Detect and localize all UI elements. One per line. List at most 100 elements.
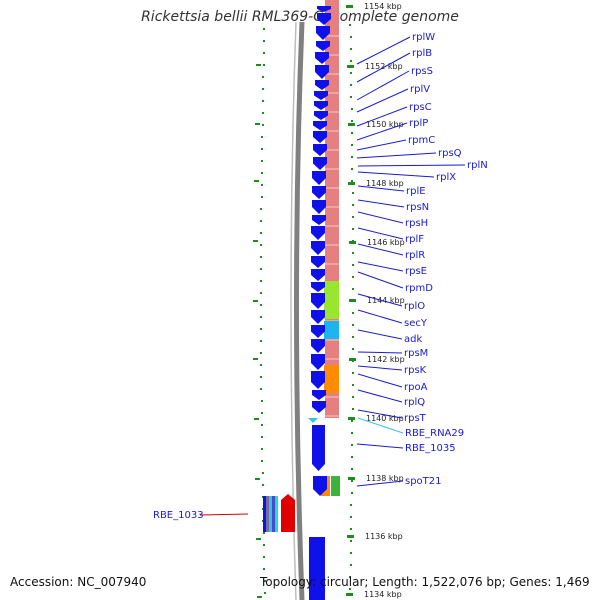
ruler-dot — [352, 288, 354, 290]
cds-track — [308, 6, 331, 600]
rbe-1033-connector — [199, 513, 249, 516]
ruler-dot — [261, 400, 263, 402]
kbp-label: 1148 kbp — [366, 179, 404, 188]
ruler-dot — [350, 528, 352, 530]
gene-label[interactable]: rpsT — [404, 413, 427, 424]
gene-label[interactable]: rplW — [412, 32, 435, 43]
gene-label[interactable]: rplP — [409, 118, 428, 129]
ruler-dot — [261, 136, 263, 138]
label-connector — [357, 293, 403, 307]
ruler-dot — [262, 484, 264, 486]
cds-arrow — [317, 6, 331, 12]
ruler-dot — [351, 492, 353, 494]
gene-label[interactable]: rpoA — [404, 382, 428, 393]
gene-label[interactable]: rplQ — [404, 397, 425, 408]
ruler-dot — [262, 88, 264, 90]
cds-arrow — [311, 241, 325, 255]
gene-label[interactable]: rplV — [410, 84, 430, 95]
ruler-major-tick — [349, 358, 356, 361]
rbe-1033-block — [269, 496, 272, 532]
ruler-major-tick — [257, 596, 262, 598]
gene-label[interactable]: rplF — [405, 234, 424, 245]
gene-label[interactable]: rpsQ — [438, 148, 462, 159]
label-connector — [356, 139, 407, 151]
gene-label[interactable]: rplX — [436, 172, 456, 183]
label-connector — [356, 480, 404, 487]
rbe-1033-block — [272, 496, 275, 532]
gene-label[interactable]: rpsE — [405, 266, 427, 277]
ruler-dot — [260, 388, 262, 390]
ruler-major-tick — [253, 300, 258, 302]
cds-arrow — [313, 121, 327, 130]
cds-arrow — [313, 144, 327, 156]
gene-label[interactable]: spoT21 — [405, 476, 442, 487]
label-connector — [356, 70, 410, 101]
gene-label[interactable]: rpsS — [411, 66, 433, 77]
gene-label[interactable]: rpsC — [409, 102, 432, 113]
ruler-dot — [261, 412, 263, 414]
cds-arrow — [311, 339, 325, 353]
ruler-dot — [349, 576, 351, 578]
gene-label[interactable]: rplE — [406, 186, 426, 197]
gene-label[interactable]: secY — [404, 318, 428, 329]
ruler-dot — [351, 456, 353, 458]
cds-arrow — [311, 354, 325, 370]
backbone-line — [294, 21, 305, 600]
ruler-major-tick — [254, 418, 259, 420]
gene-label[interactable]: rpsM — [404, 348, 428, 359]
ruler-dot — [263, 544, 265, 546]
ruler-major-tick — [255, 478, 260, 480]
gene-label[interactable]: RBE_RNA29 — [405, 428, 464, 439]
gene-label[interactable]: rpsK — [404, 365, 427, 376]
label-connector — [357, 243, 404, 256]
cds-arrow — [312, 425, 325, 471]
label-connector — [357, 329, 403, 340]
cds-arrow — [313, 476, 327, 496]
gene-label[interactable]: rpsN — [406, 202, 429, 213]
gene-label[interactable]: rplR — [405, 250, 425, 261]
rpoa-track-segment — [324, 365, 339, 393]
ruler-dot — [352, 324, 354, 326]
ruler-major-tick — [349, 241, 356, 244]
label-connector — [357, 409, 403, 419]
ruler-dot — [350, 564, 352, 566]
gene-label[interactable]: adk — [404, 334, 422, 345]
rna-track — [321, 0, 340, 496]
gene-label[interactable]: rplO — [404, 301, 425, 312]
ruler-dot — [349, 588, 351, 590]
ruler-dot — [263, 532, 265, 534]
gene-label[interactable]: rpmD — [405, 283, 433, 294]
cds-arrow — [315, 80, 329, 90]
ruler-dot — [351, 108, 353, 110]
ruler-major-tick — [347, 65, 354, 68]
gene-label[interactable]: RBE_1035 — [405, 443, 456, 454]
cds-block — [309, 537, 325, 600]
right-scale-ruler: 1154 kbp 1152 kbp 1150 kbp 1148 kbp 1146 kbp… — [346, 2, 405, 599]
kbp-label: 1140 kbp — [366, 414, 404, 423]
gene-label[interactable]: rplB — [412, 48, 432, 59]
left-scale-ruler — [253, 28, 266, 598]
gene-label-rbe-1033[interactable]: RBE_1033 — [153, 510, 204, 521]
gene-label[interactable]: rpsH — [405, 218, 428, 229]
summary-text: Topology: circular; Length: 1,522,076 bp… — [260, 575, 590, 589]
label-connector — [357, 271, 404, 289]
label-connector — [357, 185, 405, 192]
gene-label[interactable]: rplN — [467, 160, 488, 171]
ruler-dot — [260, 232, 262, 234]
cds-arrow — [314, 101, 328, 110]
kbp-label: 1142 kbp — [367, 355, 405, 364]
ruler-dot — [261, 448, 263, 450]
ruler-dot — [261, 436, 263, 438]
ruler-dot — [351, 420, 353, 422]
cds-arrow — [314, 111, 328, 120]
label-connector — [356, 36, 411, 65]
ruler-dot — [351, 144, 353, 146]
ruler-major-tick — [256, 538, 261, 540]
label-connector — [357, 365, 403, 371]
gene-label[interactable]: rpmC — [408, 135, 435, 146]
ruler-dot — [260, 244, 262, 246]
label-connector — [357, 261, 404, 272]
cds-arrow — [313, 157, 327, 170]
label-connector — [356, 122, 408, 141]
